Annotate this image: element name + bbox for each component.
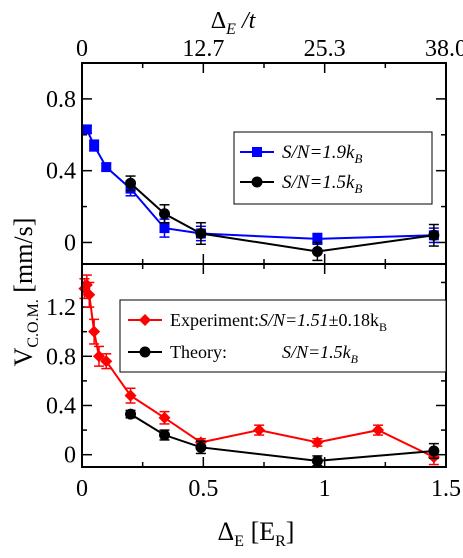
- x-tick-label: 1.5: [431, 476, 461, 502]
- y-tick-label: 0: [64, 443, 76, 469]
- legend-label-theory-prefix: Theory:: [170, 342, 227, 362]
- y-tick-label: 0.8: [46, 344, 76, 370]
- top-x-axis-label: ΔE /t: [211, 8, 257, 38]
- data-point-circle: [428, 229, 440, 241]
- data-point-circle: [125, 408, 137, 420]
- y-tick-label: 0.4: [46, 393, 76, 419]
- y-axis-label: VC.O.M. [mm/s]: [9, 218, 42, 367]
- data-point-square: [159, 223, 170, 234]
- data-point-square: [312, 233, 323, 244]
- data-point-circle: [428, 445, 440, 457]
- top-panel: 0 0.4 0.8: [46, 62, 447, 265]
- data-point-circle: [195, 227, 207, 239]
- x-tick-label: 1: [319, 476, 331, 502]
- data-point-diamond: [100, 355, 113, 368]
- y-tick-label: 0.4: [46, 159, 76, 185]
- data-point-diamond: [124, 389, 137, 402]
- data-point-diamond: [372, 424, 385, 437]
- legend-marker-diamond: [139, 314, 151, 326]
- x-tick-label: 0: [76, 476, 88, 502]
- top-x-tick-label: 0: [76, 36, 88, 62]
- data-point-diamond: [311, 436, 324, 449]
- bottom-legend: Experiment:S/N=1.51±0.18kB Theory: S/N=1…: [119, 299, 447, 373]
- bottom-legend-box: [119, 299, 447, 373]
- top-legend: S/N=1.9kB S/N=1.5kB: [233, 131, 433, 205]
- data-point-circle: [159, 208, 171, 220]
- series-line: [130, 413, 434, 462]
- data-point-square: [81, 124, 92, 135]
- legend-marker-circle-top: [251, 176, 263, 188]
- data-point-diamond: [158, 411, 171, 424]
- top-legend-box: [233, 131, 433, 205]
- top-x-tick-label: 12.7: [182, 36, 224, 62]
- y-tick-label: 0.8: [46, 87, 76, 113]
- data-point-circle: [125, 177, 137, 189]
- legend-label-blue: S/N=1.9kB: [282, 142, 362, 166]
- data-point-circle: [159, 429, 171, 441]
- y-tick-label: 1.2: [46, 295, 76, 321]
- data-point-square: [89, 140, 100, 151]
- top-x-tick-label: 25.3: [304, 36, 346, 62]
- data-point-diamond: [83, 288, 96, 301]
- data-point-circle: [311, 245, 323, 257]
- y-tick-label: 0: [64, 230, 76, 256]
- data-point-circle: [195, 441, 207, 453]
- legend-label-theory: S/N=1.5kB: [282, 342, 359, 366]
- data-point-circle: [311, 455, 323, 467]
- legend-marker-square: [252, 147, 262, 157]
- legend-label-red: Experiment:S/N=1.51±0.18kB: [170, 310, 387, 334]
- data-point-diamond: [88, 325, 101, 338]
- data-point-diamond: [253, 424, 266, 437]
- legend-label-black-top: S/N=1.5kB: [282, 172, 362, 196]
- x-axis-label: ΔE [ER]: [218, 517, 295, 550]
- x-tick-label: 0.5: [188, 476, 218, 502]
- data-point-square: [101, 162, 112, 173]
- top-x-tick-label: 38.0: [425, 36, 463, 62]
- legend-marker-circle-bottom: [139, 346, 151, 358]
